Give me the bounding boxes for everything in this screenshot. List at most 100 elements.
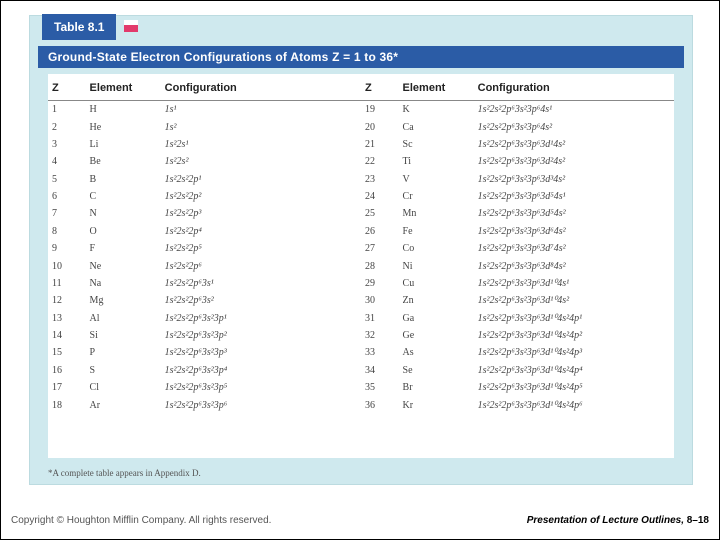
- cell-z: 17: [48, 379, 86, 396]
- table-title: Ground-State Electron Configurations of …: [38, 46, 684, 68]
- table-number-tab: Table 8.1: [42, 14, 116, 40]
- cell-element: H: [86, 101, 161, 119]
- table-footnote: *A complete table appears in Appendix D.: [48, 468, 201, 478]
- cell-element: Ne: [86, 257, 161, 274]
- cell-z: 2: [48, 118, 86, 135]
- table-row: 7N1s²2s²2p³25Mn1s²2s²2p⁶3s²3p⁶3d⁵4s²: [48, 205, 674, 222]
- cell-element: Be: [86, 153, 161, 170]
- cell-element: Si: [86, 327, 161, 344]
- cell-z: 28: [361, 257, 399, 274]
- cell-config: 1s²2s²2p⁶3s¹: [161, 275, 361, 292]
- cell-element: Kr: [399, 396, 474, 413]
- cell-element: Ge: [399, 327, 474, 344]
- cell-z: 12: [48, 292, 86, 309]
- footer-page: 8–18: [687, 515, 709, 526]
- cell-config: 1s²2s²2p⁶3s²3p⁶3d¹⁰4s²4p¹: [474, 310, 674, 327]
- table-row: 12Mg1s²2s²2p⁶3s²30Zn1s²2s²2p⁶3s²3p⁶3d¹⁰4…: [48, 292, 674, 309]
- table-row: 10Ne1s²2s²2p⁶28Ni1s²2s²2p⁶3s²3p⁶3d⁸4s²: [48, 257, 674, 274]
- cell-config: 1s²2s²2p⁶3s²3p⁶3d¹⁰4s²4p³: [474, 344, 674, 361]
- cell-config: 1s²2s²2p⁶: [161, 257, 361, 274]
- cell-element: Na: [86, 275, 161, 292]
- table-row: 4Be1s²2s²22Ti1s²2s²2p⁶3s²3p⁶3d²4s²: [48, 153, 674, 170]
- cell-config: 1s²2s²2p⁴: [161, 223, 361, 240]
- cell-z: 25: [361, 205, 399, 222]
- cell-config: 1s²2s²2p⁶3s²3p²: [161, 327, 361, 344]
- cell-config: 1s²2s²2p⁶3s²3p⁶4s¹: [474, 101, 674, 119]
- decorative-chip: [124, 20, 138, 32]
- slide: Table 8.1 Ground-State Electron Configur…: [0, 0, 720, 540]
- cell-element: He: [86, 118, 161, 135]
- cell-z: 1: [48, 101, 86, 119]
- cell-config: 1s²2s²2p⁶3s²: [161, 292, 361, 309]
- cell-z: 23: [361, 171, 399, 188]
- cell-config: 1s²2s²2p⁶3s²3p⁶3d¹⁰4s¹: [474, 275, 674, 292]
- cell-element: Cu: [399, 275, 474, 292]
- electron-config-table: Z Element Configuration Z Element Config…: [48, 74, 674, 414]
- copyright-text: Copyright © Houghton Mifflin Company. Al…: [11, 515, 271, 526]
- cell-config: 1s²2s²2p¹: [161, 171, 361, 188]
- cell-z: 18: [48, 396, 86, 413]
- cell-element: N: [86, 205, 161, 222]
- cell-z: 27: [361, 240, 399, 257]
- cell-element: B: [86, 171, 161, 188]
- cell-z: 10: [48, 257, 86, 274]
- table-row: 17Cl1s²2s²2p⁶3s²3p⁵35Br1s²2s²2p⁶3s²3p⁶3d…: [48, 379, 674, 396]
- table-row: 11Na1s²2s²2p⁶3s¹29Cu1s²2s²2p⁶3s²3p⁶3d¹⁰4…: [48, 275, 674, 292]
- cell-element: P: [86, 344, 161, 361]
- cell-element: Li: [86, 136, 161, 153]
- cell-config: 1s²2s²: [161, 153, 361, 170]
- cell-z: 8: [48, 223, 86, 240]
- cell-element: Cr: [399, 188, 474, 205]
- cell-z: 11: [48, 275, 86, 292]
- table-row: 15P1s²2s²2p⁶3s²3p³33As1s²2s²2p⁶3s²3p⁶3d¹…: [48, 344, 674, 361]
- cell-config: 1s²2s²2p⁶3s²3p³: [161, 344, 361, 361]
- table-panel: Z Element Configuration Z Element Config…: [48, 74, 674, 458]
- cell-z: 32: [361, 327, 399, 344]
- cell-config: 1s²2s²2p⁶3s²3p⁶3d⁵4s²: [474, 205, 674, 222]
- cell-z: 6: [48, 188, 86, 205]
- cell-z: 34: [361, 362, 399, 379]
- col-z2: Z: [361, 74, 399, 101]
- cell-z: 22: [361, 153, 399, 170]
- col-element2: Element: [399, 74, 474, 101]
- table-row: 18Ar1s²2s²2p⁶3s²3p⁶36Kr1s²2s²2p⁶3s²3p⁶3d…: [48, 396, 674, 413]
- cell-z: 26: [361, 223, 399, 240]
- cell-z: 5: [48, 171, 86, 188]
- cell-config: 1s²2s²2p⁶3s²3p⁶3d¹4s²: [474, 136, 674, 153]
- cell-element: Fe: [399, 223, 474, 240]
- cell-element: Ar: [86, 396, 161, 413]
- cell-z: 4: [48, 153, 86, 170]
- cell-element: Sc: [399, 136, 474, 153]
- table-row: 5B1s²2s²2p¹23V1s²2s²2p⁶3s²3p⁶3d³4s²: [48, 171, 674, 188]
- cell-element: O: [86, 223, 161, 240]
- cell-z: 9: [48, 240, 86, 257]
- cell-z: 20: [361, 118, 399, 135]
- table-row: 14Si1s²2s²2p⁶3s²3p²32Ge1s²2s²2p⁶3s²3p⁶3d…: [48, 327, 674, 344]
- cell-z: 3: [48, 136, 86, 153]
- cell-config: 1s²2s²2p⁶3s²3p⁶3d¹⁰4s²4p⁴: [474, 362, 674, 379]
- cell-element: Cl: [86, 379, 161, 396]
- cell-config: 1s²: [161, 118, 361, 135]
- cell-element: Co: [399, 240, 474, 257]
- cell-config: 1s²2s²2p³: [161, 205, 361, 222]
- table-header-row: Z Element Configuration Z Element Config…: [48, 74, 674, 101]
- cell-element: K: [399, 101, 474, 119]
- cell-config: 1s²2s²2p⁶3s²3p⁶3d³4s²: [474, 171, 674, 188]
- cell-element: F: [86, 240, 161, 257]
- cell-z: 21: [361, 136, 399, 153]
- cell-element: Br: [399, 379, 474, 396]
- cell-config: 1s²2s²2p⁵: [161, 240, 361, 257]
- table-row: 13Al1s²2s²2p⁶3s²3p¹31Ga1s²2s²2p⁶3s²3p⁶3d…: [48, 310, 674, 327]
- cell-config: 1s²2s²2p²: [161, 188, 361, 205]
- cell-element: V: [399, 171, 474, 188]
- cell-config: 1s¹: [161, 101, 361, 119]
- cell-z: 7: [48, 205, 86, 222]
- cell-z: 35: [361, 379, 399, 396]
- cell-element: Zn: [399, 292, 474, 309]
- cell-element: Al: [86, 310, 161, 327]
- cell-config: 1s²2s²2p⁶3s²3p⁶3d⁸4s²: [474, 257, 674, 274]
- cell-element: Ca: [399, 118, 474, 135]
- cell-config: 1s²2s²2p⁶3s²3p⁶3d⁶4s²: [474, 223, 674, 240]
- slide-footer: Copyright © Houghton Mifflin Company. Al…: [1, 501, 719, 539]
- cell-element: Ni: [399, 257, 474, 274]
